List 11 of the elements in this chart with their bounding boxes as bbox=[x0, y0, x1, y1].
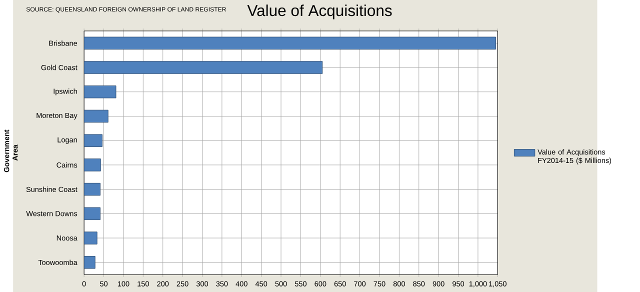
chart-title: Value of Acquisitions bbox=[247, 4, 392, 20]
bar bbox=[84, 36, 496, 50]
bar bbox=[84, 158, 101, 172]
bar bbox=[84, 61, 323, 74]
bar bbox=[84, 207, 100, 220]
bar bbox=[84, 134, 102, 147]
bar bbox=[84, 232, 98, 244]
bar bbox=[84, 85, 116, 98]
bar bbox=[84, 110, 108, 123]
bar bbox=[84, 182, 100, 196]
bar bbox=[84, 256, 96, 269]
